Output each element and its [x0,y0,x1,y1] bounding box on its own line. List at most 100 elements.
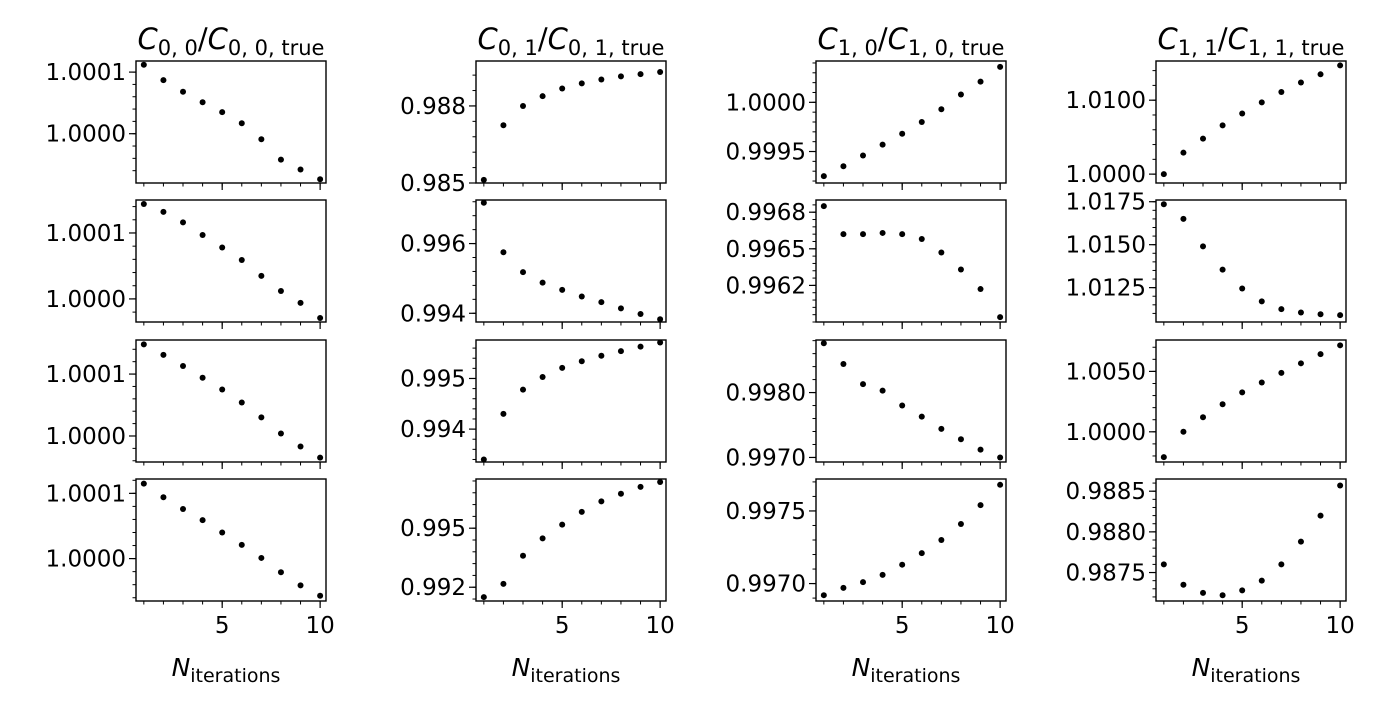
y-tick-label: 0.9968 [726,200,806,226]
y-tick-label: 0.995 [400,366,466,392]
data-point [637,483,644,490]
y-tick-label: 0.988 [400,94,466,120]
data-point [860,231,867,238]
subplot-r0-c3: 1.0100 1.0000 [1066,60,1347,190]
data-point [180,506,187,513]
data-point [1160,561,1167,568]
subplot-r0-c1: 0.988 0.985 [400,60,667,197]
subplot-r2-c3: 1.0050 1.0000 [1066,339,1347,469]
data-point [539,279,546,286]
y-tick-label: 0.9980 [726,381,806,407]
data-point [317,454,324,461]
y-tick-label: 0.994 [400,417,466,443]
data-point [258,414,265,421]
x-tick-label: 5 [1235,613,1250,639]
x-tick-label: 5 [555,613,570,639]
data-point [938,249,945,256]
data-point [820,592,827,599]
y-tick-label: 0.9975 [726,499,806,525]
data-point [938,537,945,543]
axes-frame [1155,60,1347,184]
data-point [977,78,984,85]
data-point [297,166,304,173]
y-tick-label: 0.9995 [726,140,806,166]
data-point [500,122,507,129]
y-tick-label: 1.0001 [46,221,126,247]
y-tick-label: 0.9965 [726,237,806,263]
x-tick-label: 10 [645,613,674,639]
data-point [1258,379,1265,386]
data-point [140,480,147,487]
axes-frame [135,339,327,463]
data-point [199,374,206,381]
data-point [160,77,167,84]
data-point [598,299,605,306]
y-tick-label: 1.0050 [1066,359,1146,385]
axes-frame [475,199,667,323]
subplot-r2-c1: 0.995 0.994 [400,339,667,469]
subplot-r0-c2: 1.0000 0.9995 [726,60,1007,190]
axes-frame [1155,199,1347,323]
x-tick-label: 5 [215,613,230,639]
subplot-r2-c2: 0.9980 0.9970 [726,339,1007,471]
data-point [500,410,507,417]
data-point [559,85,566,92]
data-point [657,478,664,485]
data-point [918,550,925,557]
data-point [219,109,226,116]
data-point [1160,171,1167,178]
data-point [1258,298,1265,305]
x-axis-label: Niterations [1192,653,1301,687]
axes-frame [135,478,327,602]
data-point [480,594,487,601]
y-tick-label: 0.996 [400,232,466,258]
data-point [879,571,886,578]
data-point [997,454,1004,461]
data-point [997,481,1004,488]
data-point [317,315,324,322]
data-point [899,402,906,409]
data-point [1317,311,1324,318]
data-point [317,176,324,183]
data-point [1317,351,1324,358]
y-tick-label: 0.992 [400,575,466,601]
data-point [977,286,984,293]
data-point [1239,389,1246,396]
data-point [840,584,847,591]
data-point [1180,428,1187,435]
subplot-r3-c3: 0.9885 0.9880 0.9875 5 10 [1066,478,1355,639]
axes-frame [475,339,667,463]
data-point [277,288,284,295]
data-point [559,286,566,293]
data-point [1258,577,1265,584]
x-tick-label: 10 [985,613,1014,639]
y-tick-label: 0.9970 [726,445,806,471]
data-point [617,490,624,497]
data-point [559,521,566,528]
data-point [860,381,867,388]
data-point [1160,454,1167,461]
y-tick-label: 0.9885 [1066,479,1146,505]
y-tick-label: 1.0100 [1066,88,1146,114]
y-tick-label: 0.995 [400,516,466,542]
y-tick-label: 1.0125 [1066,276,1146,302]
data-point [820,340,827,347]
data-point [860,579,867,586]
data-point [918,119,925,125]
data-point [1200,589,1207,596]
data-point [500,580,507,587]
data-point [238,257,245,264]
data-point [500,249,507,256]
data-point [598,352,605,359]
data-point [199,517,206,524]
y-tick-label: 1.0000 [46,122,126,148]
data-point [578,358,585,365]
data-point [957,266,964,273]
subplot-r1-c1: 0.996 0.994 [400,199,667,329]
data-point [977,446,984,453]
data-point [657,316,664,323]
axes-frame [815,339,1007,463]
column-title: C0, 1/C0, 1, true [478,22,665,60]
data-point [1200,414,1207,421]
